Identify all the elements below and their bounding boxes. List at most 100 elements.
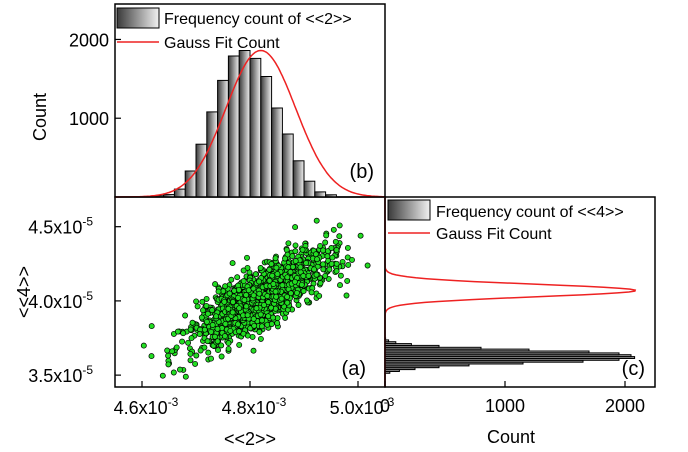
scatter-point bbox=[269, 272, 276, 279]
scatter-point bbox=[194, 303, 201, 310]
scatter-point bbox=[274, 271, 281, 277]
scatter-point bbox=[343, 292, 350, 299]
panel-b: 1000 2000 Count (b) Frequency count of <<… bbox=[30, 3, 386, 198]
scatter-point bbox=[349, 256, 355, 263]
scatter-point bbox=[273, 264, 280, 271]
scatter-point bbox=[259, 317, 265, 324]
histogram-bar bbox=[260, 76, 273, 198]
histogram-bar bbox=[184, 170, 197, 198]
scatter-point bbox=[214, 338, 221, 345]
scatter-point bbox=[292, 242, 299, 249]
scatter-point bbox=[258, 323, 265, 330]
panel-a-xticks: 4.6x10-3 4.8x10-3 5.0x10-3 bbox=[114, 381, 395, 418]
panel-c: 0 1000 2000 (c) Count Frequency count of <… bbox=[380, 196, 656, 447]
scatter-point bbox=[298, 281, 305, 288]
scatter-point bbox=[268, 304, 275, 311]
scatter-point bbox=[337, 282, 343, 289]
scatter-point bbox=[235, 294, 242, 301]
scatter-point bbox=[292, 224, 299, 231]
panel-a-ylabel: <<4>> bbox=[14, 266, 34, 318]
scatter-point bbox=[272, 255, 279, 262]
scatter-point bbox=[311, 266, 318, 273]
scatter-point bbox=[278, 295, 285, 302]
panel-b-legend: Frequency count of <<2>> Gauss Fit Count bbox=[116, 7, 352, 52]
scatter-point bbox=[330, 226, 337, 233]
y-tick-label: 1000 bbox=[69, 109, 109, 129]
histogram-bar bbox=[173, 188, 186, 198]
scatter-point bbox=[336, 222, 343, 229]
scatter-point bbox=[344, 254, 351, 261]
scatter-point bbox=[344, 277, 351, 284]
panel-c-xticks: 0 1000 2000 bbox=[380, 381, 645, 416]
scatter-point bbox=[316, 292, 323, 299]
scatter-point bbox=[203, 302, 210, 309]
scatter-point bbox=[252, 271, 259, 278]
histogram-bar bbox=[249, 57, 262, 198]
scatter-point bbox=[287, 290, 294, 297]
scatter-point bbox=[218, 342, 225, 349]
scatter-point bbox=[250, 315, 257, 322]
scatter-point bbox=[245, 287, 252, 294]
scatter-point bbox=[251, 322, 258, 329]
scatter-point bbox=[317, 280, 324, 287]
scatter-point bbox=[204, 338, 211, 345]
histogram-bar bbox=[314, 191, 327, 198]
scatter-point bbox=[284, 293, 291, 300]
scatter-point bbox=[201, 344, 208, 351]
scatter-point bbox=[177, 366, 183, 373]
scatter-point bbox=[320, 261, 326, 268]
scatter-point bbox=[215, 347, 221, 354]
scatter-point bbox=[188, 335, 195, 342]
scatter-point bbox=[256, 278, 263, 285]
scatter-point bbox=[282, 255, 288, 262]
scatter-point bbox=[364, 262, 371, 269]
scatter-point bbox=[332, 238, 339, 245]
scatter-point bbox=[284, 299, 291, 306]
scatter-point bbox=[329, 254, 336, 261]
scatter-point bbox=[300, 273, 307, 279]
scatter-point bbox=[197, 347, 204, 354]
scatter-point bbox=[285, 240, 292, 247]
scatter-point bbox=[230, 299, 236, 305]
scatter-point bbox=[270, 314, 277, 321]
legend-line-label: Gauss Fit Count bbox=[436, 226, 552, 243]
panel-c-legend: Frequency count of <<4>> Gauss Fit Count bbox=[387, 199, 624, 243]
x-tick-label: 4.8x10-3 bbox=[222, 395, 287, 418]
scatter-point bbox=[229, 309, 236, 316]
scatter-point bbox=[292, 258, 299, 264]
scatter-point bbox=[234, 274, 241, 281]
legend-line-label: Gauss Fit Count bbox=[164, 35, 280, 52]
scatter-point bbox=[208, 355, 214, 362]
y-tick-label: 3.5x10-5 bbox=[28, 363, 93, 386]
scatter-point bbox=[320, 266, 327, 273]
scatter-point bbox=[328, 245, 335, 251]
scatter-point bbox=[279, 282, 286, 289]
scatter-point bbox=[333, 260, 340, 267]
y-tick-label: 4.0x10-5 bbox=[28, 289, 93, 312]
scatter-points bbox=[140, 217, 371, 380]
legend-bar-swatch bbox=[387, 199, 431, 221]
scatter-point bbox=[344, 244, 351, 251]
scatter-point bbox=[225, 305, 232, 312]
scatter-point bbox=[198, 314, 205, 321]
scatter-point bbox=[148, 323, 155, 330]
scatter-point bbox=[333, 268, 340, 275]
x-tick-label: 4.6x10-3 bbox=[114, 395, 179, 418]
scatter-point bbox=[289, 253, 296, 260]
scatter-point bbox=[266, 277, 273, 284]
scatter-point bbox=[317, 242, 324, 249]
scatter-point bbox=[236, 341, 243, 348]
scatter-point bbox=[180, 330, 187, 337]
scatter-point bbox=[208, 328, 215, 335]
scatter-point bbox=[284, 274, 291, 281]
scatter-point bbox=[203, 295, 210, 302]
scatter-point bbox=[241, 297, 248, 303]
scatter-point bbox=[165, 352, 172, 359]
scatter-point bbox=[187, 326, 194, 333]
scatter-point bbox=[322, 239, 329, 246]
scatter-point bbox=[287, 269, 294, 275]
scatter-point bbox=[300, 288, 307, 295]
scatter-point bbox=[292, 248, 299, 255]
scatter-point bbox=[148, 353, 155, 360]
